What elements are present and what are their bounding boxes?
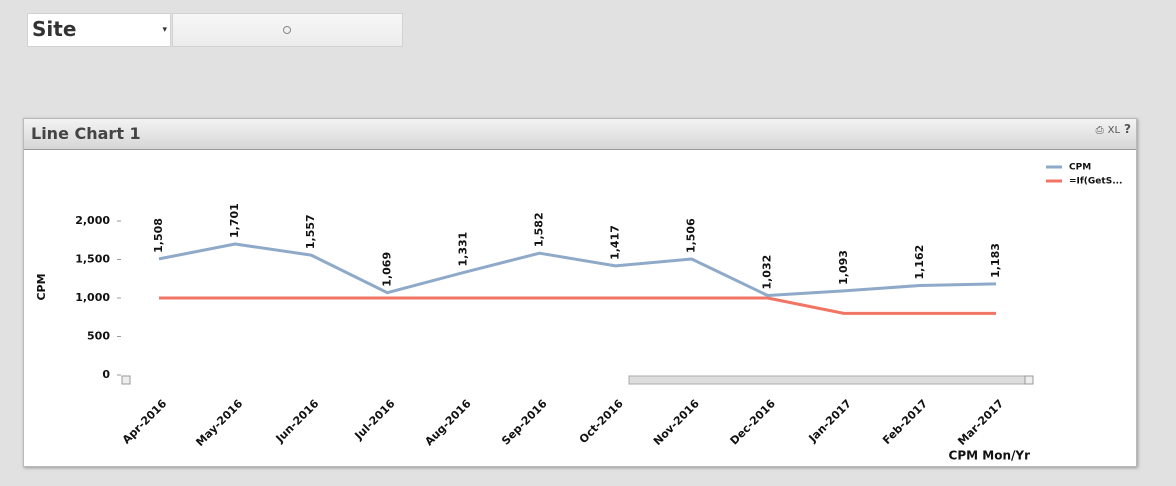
value-label: 1,701 (228, 203, 241, 238)
search-box[interactable] (172, 13, 403, 47)
site-listbox[interactable]: Site ▾ (27, 13, 171, 47)
value-label: 1,331 (456, 232, 469, 267)
scrollbar[interactable] (628, 375, 1026, 385)
line-series (159, 296, 996, 315)
legend-label: CPM (1069, 163, 1091, 173)
value-label: 1,069 (380, 252, 393, 287)
dropdown-arrow[interactable]: ▾ (162, 25, 167, 35)
x-axis-title: CPM Mon/Yr (949, 449, 1031, 463)
chart-window: Line Chart 1 ⎙ XL? (23, 118, 1137, 467)
excel-button[interactable]: XL (1107, 125, 1121, 136)
scroll-left[interactable] (121, 375, 131, 385)
chart-title: Line Chart 1 (31, 124, 141, 143)
value-label: 1,417 (609, 225, 622, 260)
value-label: 1,506 (685, 218, 698, 253)
y-tick-label: 2,000 (75, 214, 110, 227)
help-button[interactable]: ? (1124, 122, 1131, 136)
x-tick-label: Jan-2017 (806, 397, 854, 445)
caption-bar: Line Chart 1 ⎙ XL? (24, 119, 1136, 150)
x-tick-label: Feb-2017 (880, 397, 930, 447)
x-tick-label: May-2016 (193, 397, 245, 449)
y-tick-label: 1,000 (75, 291, 110, 304)
value-label: 1,032 (761, 255, 774, 290)
value-label: 1,582 (532, 212, 545, 247)
y-tick-label: 500 (87, 330, 110, 343)
search-icon (283, 26, 291, 34)
x-tick-label: Nov-2016 (651, 397, 702, 448)
value-label: 1,162 (913, 245, 926, 280)
value-label: 1,183 (989, 243, 1002, 278)
value-label: 1,093 (837, 250, 850, 285)
x-tick-label: Apr-2016 (120, 397, 170, 447)
print-icon[interactable]: ⎙ (1095, 125, 1104, 136)
value-label: 1,557 (304, 214, 317, 249)
x-tick-label: Dec-2016 (728, 397, 779, 448)
y-tick-label: 0 (102, 368, 110, 381)
scroll-right[interactable] (1024, 375, 1034, 385)
toolbar: ⎙ XL? (1092, 122, 1131, 136)
value-label: 1,508 (152, 218, 165, 253)
site-label: Site (32, 17, 77, 41)
y-axis-title: CPM (35, 273, 48, 300)
x-tick-label: Aug-2016 (422, 397, 473, 448)
y-tick-label: 1,500 (75, 253, 110, 266)
x-tick-label: Sep-2016 (499, 397, 550, 448)
x-tick-label: Jun-2016 (273, 397, 322, 446)
legend-label: =If(GetS... (1069, 177, 1122, 187)
x-tick-label: Mar-2017 (955, 397, 1006, 448)
x-tick-label: Jul-2016 (352, 397, 398, 443)
line-series (158, 242, 997, 298)
x-tick-label: Oct-2016 (577, 397, 626, 446)
